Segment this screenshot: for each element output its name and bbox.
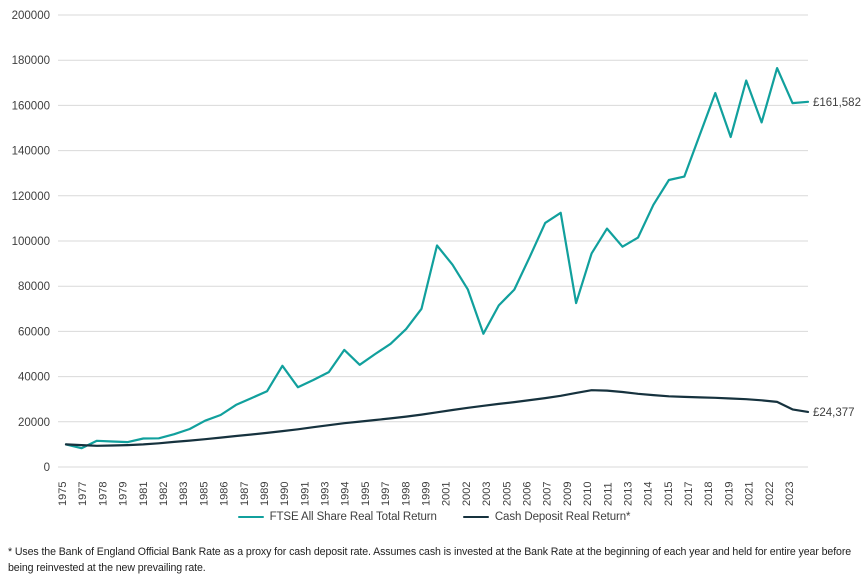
x-axis-tick-label: 1995 bbox=[360, 482, 372, 506]
x-axis-tick-label: 2007 bbox=[542, 482, 554, 506]
x-axis-tick-label: 2013 bbox=[622, 482, 634, 506]
x-axis-tick-label: 1977 bbox=[77, 482, 89, 506]
y-axis-tick-label: 160000 bbox=[12, 100, 50, 112]
x-axis-tick-label: 2009 bbox=[562, 482, 574, 506]
y-axis-tick-label: 80000 bbox=[18, 281, 50, 293]
legend-line-swatch-cash-deposit bbox=[462, 515, 489, 519]
series-line-cash-deposit bbox=[64, 389, 810, 447]
x-axis-tick-label: 2011 bbox=[602, 482, 614, 506]
x-axis-tick-label: 1978 bbox=[97, 482, 109, 506]
x-axis-tick-label: 2001 bbox=[441, 482, 453, 506]
x-axis-tick-label: 1985 bbox=[198, 482, 210, 506]
x-axis-tick-label: 1982 bbox=[158, 482, 170, 506]
footnote-text: * Uses the Bank of England Official Bank… bbox=[8, 546, 852, 574]
x-axis-tick-label: 2022 bbox=[764, 482, 776, 506]
series-line-ftse-all-share bbox=[64, 66, 810, 450]
y-axis-tick-label: 200000 bbox=[12, 10, 50, 22]
legend-label-cash-deposit: Cash Deposit Real Return* bbox=[494, 511, 631, 523]
x-axis-tick-label: 2003 bbox=[481, 482, 493, 506]
x-axis-tick-label: 1986 bbox=[219, 482, 231, 506]
legend-item-cash-deposit: Cash Deposit Real Return* bbox=[462, 511, 631, 523]
end-value-label-ftse-all-share: £161,582 bbox=[813, 97, 861, 109]
x-axis-tick-label: 1989 bbox=[259, 482, 271, 506]
x-axis-tick-label: 2015 bbox=[663, 482, 675, 506]
legend-label-ftse-all-share: FTSE All Share Real Total Return bbox=[269, 511, 437, 523]
y-axis-tick-label: 40000 bbox=[18, 372, 50, 384]
end-value-label-cash-deposit: £24,377 bbox=[813, 407, 855, 419]
x-axis-tick-label: 1999 bbox=[421, 482, 433, 506]
y-axis-tick-label: 60000 bbox=[18, 326, 50, 338]
x-axis-tick-label: 1993 bbox=[320, 482, 332, 506]
x-axis-tick-label: 2014 bbox=[643, 482, 655, 506]
y-axis-tick-label: 140000 bbox=[12, 146, 50, 158]
x-axis-tick-label: 1979 bbox=[118, 482, 130, 506]
y-axis-tick-label: 180000 bbox=[12, 55, 50, 67]
y-axis-tick-label: 20000 bbox=[18, 417, 50, 429]
x-axis-tick-label: 1990 bbox=[279, 482, 291, 506]
x-axis-tick-label: 2021 bbox=[744, 482, 756, 506]
x-axis-tick-label: 2006 bbox=[522, 482, 534, 506]
x-axis-tick-label: 2017 bbox=[683, 482, 695, 506]
y-axis-tick-label: 120000 bbox=[12, 191, 50, 203]
x-axis-tick-label: 1987 bbox=[239, 482, 251, 506]
x-axis-tick-label: 1994 bbox=[340, 482, 352, 506]
legend-line-swatch-ftse-all-share bbox=[237, 515, 264, 519]
x-axis-tick-label: 2023 bbox=[784, 482, 796, 506]
x-axis-tick-label: 2005 bbox=[501, 482, 513, 506]
x-axis-tick-label: 1991 bbox=[299, 482, 311, 506]
x-axis-tick-label: 1981 bbox=[138, 482, 150, 506]
y-axis-tick-label: 100000 bbox=[12, 236, 50, 248]
x-axis-tick-label: 2002 bbox=[461, 482, 473, 506]
x-axis-tick-label: 1983 bbox=[178, 482, 190, 506]
chart-legend: FTSE All Share Real Total Return Cash Dep… bbox=[0, 511, 868, 523]
x-axis-tick-label: 1998 bbox=[400, 482, 412, 506]
x-axis-tick-label: 2010 bbox=[582, 482, 594, 506]
x-axis-tick-label: 2018 bbox=[703, 482, 715, 506]
x-axis-tick-label: 2019 bbox=[723, 482, 735, 506]
line-chart: 0 20000 40000 60000 80000 100000 120000 140000 1… bbox=[12, 10, 861, 506]
legend-item-ftse-all-share: FTSE All Share Real Total Return bbox=[237, 511, 437, 523]
y-axis-tick-label: 0 bbox=[44, 462, 50, 474]
x-axis-tick-label: 1997 bbox=[380, 482, 392, 506]
x-axis-tick-label: 1975 bbox=[57, 482, 69, 506]
